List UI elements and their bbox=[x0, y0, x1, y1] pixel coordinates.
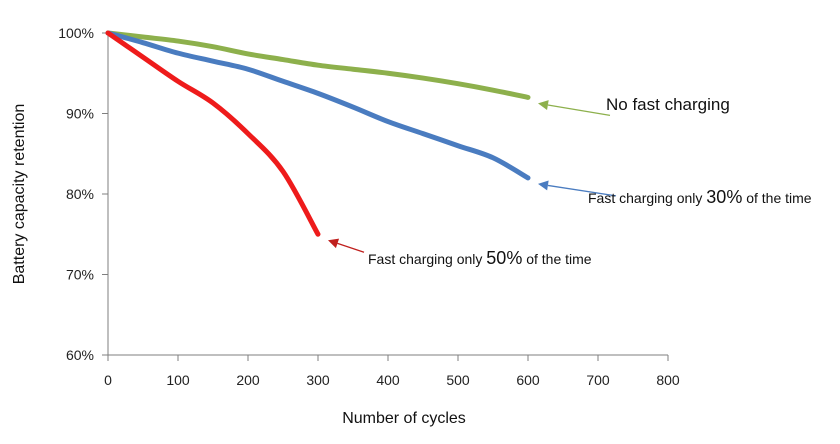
y-tick-label: 100% bbox=[58, 25, 94, 41]
annotation-arrowhead bbox=[328, 238, 340, 249]
annotation-text: No fast charging bbox=[606, 95, 730, 114]
x-tick-label: 800 bbox=[656, 372, 680, 388]
annotation-arrow-line bbox=[547, 184, 617, 197]
x-tick-label: 500 bbox=[446, 372, 470, 388]
annotation-arrow-line bbox=[337, 242, 365, 253]
y-axis-title-group: Battery capacity retention bbox=[11, 104, 28, 285]
x-tick-label: 400 bbox=[376, 372, 400, 388]
y-axis-title: Battery capacity retention bbox=[11, 104, 28, 285]
annotation-layer: No fast charging Fast charging only 30% o… bbox=[328, 95, 812, 268]
annotation-arrowhead bbox=[538, 100, 549, 110]
annotation-text-suffix: of the time bbox=[522, 251, 591, 267]
x-tick-label: 200 bbox=[236, 372, 260, 388]
series-layer bbox=[105, 30, 531, 237]
annotation-text: Fast charging only bbox=[588, 190, 706, 206]
series-line-2 bbox=[105, 30, 321, 237]
annotation-label: No fast charging bbox=[606, 95, 730, 114]
y-tick-label: 80% bbox=[66, 186, 94, 202]
annotation-arrowhead bbox=[538, 180, 549, 191]
axes: 0 100 200 300 400 500 600 700 800 60% 70% 80% 90% 100… bbox=[58, 25, 680, 388]
x-tick-label: 600 bbox=[516, 372, 540, 388]
x-tick-label: 300 bbox=[306, 372, 330, 388]
y-tick-label: 90% bbox=[66, 106, 94, 122]
annotation-label: Fast charging only 50% of the time bbox=[368, 248, 592, 268]
x-tick-label: 100 bbox=[166, 372, 190, 388]
annotation-percent: 30% bbox=[706, 187, 742, 207]
annotation-label: Fast charging only 30% of the time bbox=[588, 187, 812, 207]
annotation-text-suffix: of the time bbox=[742, 190, 811, 206]
series-line-0 bbox=[105, 30, 531, 100]
annotation-text: Fast charging only bbox=[368, 251, 486, 267]
y-tick-label: 60% bbox=[66, 347, 94, 363]
annotation-arrow-line bbox=[547, 104, 611, 117]
series-line-1 bbox=[105, 30, 531, 181]
y-tick-label: 70% bbox=[66, 267, 94, 283]
annotation-percent: 50% bbox=[486, 248, 522, 268]
x-tick-label: 700 bbox=[586, 372, 610, 388]
x-axis-title: Number of cycles bbox=[342, 410, 466, 427]
x-tick-label: 0 bbox=[104, 372, 112, 388]
